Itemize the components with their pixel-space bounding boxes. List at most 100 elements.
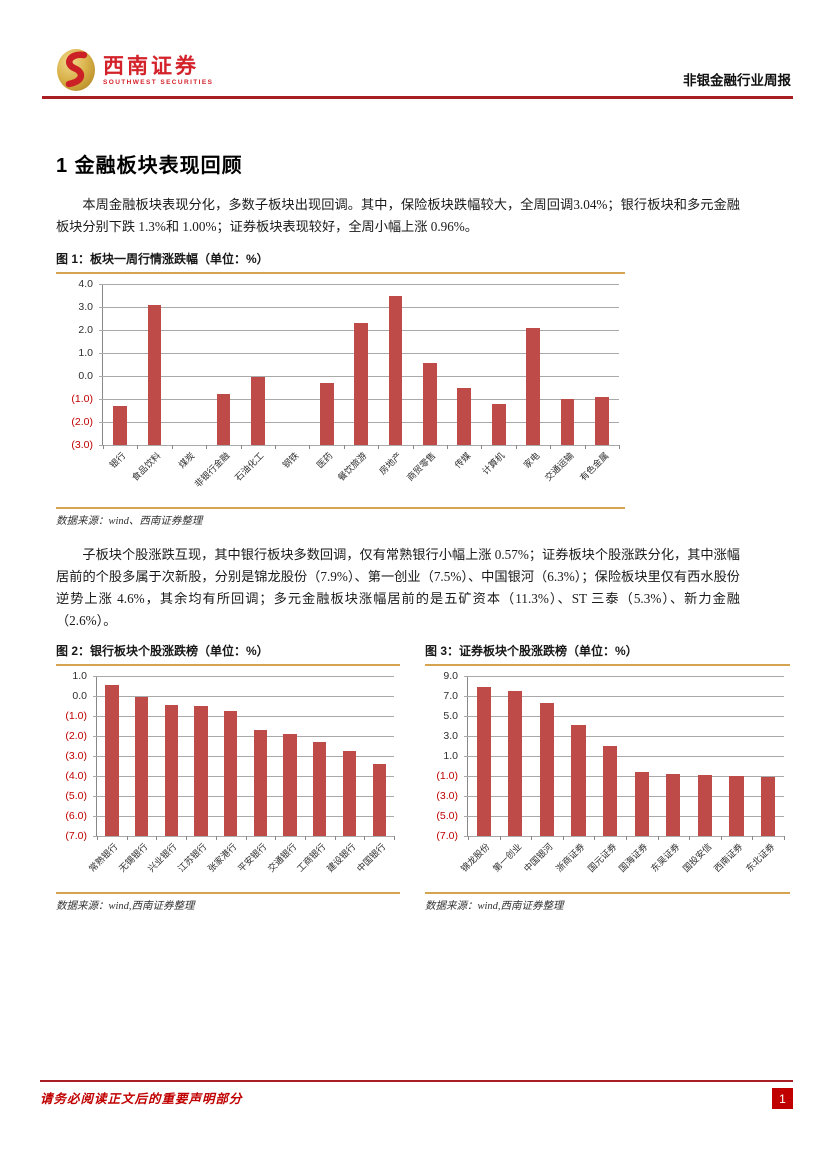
bar-张家港行 <box>223 711 238 836</box>
x-axis-labels: 常熟银行 无锡银行 兴业银行 江苏银行 张家港行 平安银行 交通银行 工商银行 建设银行 中国银行 <box>87 836 394 892</box>
bar-西南证券 <box>729 775 744 836</box>
x-category-label-text: 钢铁 <box>280 450 301 471</box>
y-tick-label: 1.0 <box>72 670 87 682</box>
x-category-label-text: 国海证券 <box>617 841 650 874</box>
bar-slot <box>563 676 595 836</box>
x-tick <box>784 836 785 840</box>
bar-浙商证券 <box>571 725 586 836</box>
bar-slot <box>335 676 365 836</box>
y-axis: 9.0 7.0 5.0 3.0 1.0 (1.0) (3.0) (5.0) (7.0) <box>425 670 460 842</box>
x-tick <box>304 836 306 840</box>
x-tick <box>126 836 128 840</box>
figure-2-top-rule <box>56 664 400 666</box>
x-category-label-text: 煤炭 <box>176 450 197 471</box>
x-tick <box>515 445 517 449</box>
chart-bank-stocks: 1.0 0.0 (1.0) (2.0) (3.0) (4.0) (5.0) (6.0) (7.0… <box>56 666 400 892</box>
y-tick-label: 1.0 <box>443 750 458 762</box>
bar-slot <box>127 676 157 836</box>
bar-slot <box>626 676 658 836</box>
bar-建设银行 <box>342 751 357 836</box>
bar-slot <box>413 284 447 445</box>
bar-锦龙股份 <box>476 687 491 836</box>
x-tick <box>394 836 395 840</box>
x-category-label-text: 传媒 <box>452 450 473 471</box>
y-tick-label: (2.0) <box>71 416 93 428</box>
chart-securities-stocks: 9.0 7.0 5.0 3.0 1.0 (1.0) (3.0) (5.0) (7.0) 锦龙股份… <box>425 666 790 892</box>
x-tick <box>206 445 208 449</box>
bar-slot <box>378 284 412 445</box>
x-tick <box>584 445 586 449</box>
bar-slot <box>344 284 378 445</box>
x-category-label-text: 中国银河 <box>522 841 555 874</box>
gridline <box>93 836 394 837</box>
x-axis-labels: 锦龙股份 第一创业 中国银河 浙商证券 国元证券 国海证券 东吴证券 国投安信 西南证券 东北证券 <box>459 836 784 892</box>
x-tick <box>103 445 104 449</box>
y-tick-label: (7.0) <box>436 830 458 842</box>
x-tick <box>215 836 217 840</box>
x-category-label-text: 江苏银行 <box>176 841 209 874</box>
bar-series <box>103 284 619 445</box>
bar-slot <box>309 284 343 445</box>
bar-有色金属 <box>595 396 609 445</box>
section-title: 1 金融板块表现回顾 <box>56 155 243 177</box>
bar-计算机 <box>491 403 506 445</box>
gridline <box>464 776 784 777</box>
bar-中国银行 <box>372 764 386 836</box>
bar-无锡银行 <box>134 697 149 836</box>
x-tick <box>378 445 380 449</box>
bar-石油化工 <box>250 377 265 445</box>
bar-slot <box>721 676 753 836</box>
x-tick <box>752 836 754 840</box>
bar-江苏银行 <box>194 706 208 836</box>
x-category-label-text: 计算机 <box>480 450 507 477</box>
x-category-label-text: 银行 <box>107 450 128 471</box>
gridline <box>93 796 394 797</box>
y-tick-label: (1.0) <box>71 393 93 405</box>
x-category-label-text: 平安银行 <box>235 841 269 874</box>
bar-东吴证券 <box>666 773 681 836</box>
bar-国投安信 <box>697 774 713 836</box>
gridline <box>93 816 394 817</box>
plot-area <box>464 676 785 840</box>
gridline <box>93 696 394 697</box>
figure-3-caption: 图 3：证券板块个股涨跌榜（单位：%） <box>425 644 638 658</box>
bar-slot <box>216 676 246 836</box>
y-tick-label: 5.0 <box>443 710 458 722</box>
y-tick-label: 0.0 <box>78 370 93 382</box>
x-category-label-text: 医药 <box>314 450 335 471</box>
y-tick-label: (1.0) <box>65 710 87 722</box>
bar-医药 <box>319 382 334 445</box>
x-tick <box>481 445 483 449</box>
x-category-label-text: 兴业银行 <box>146 841 179 874</box>
x-category-label-text: 浙商证券 <box>553 841 587 874</box>
y-tick-label: 9.0 <box>443 670 458 682</box>
x-tick <box>343 445 345 449</box>
x-category-label-text: 石油化工 <box>233 450 266 483</box>
plot-area <box>99 284 620 449</box>
figure-2-caption: 图 2：银行板块个股涨跌榜（单位：%） <box>56 644 269 658</box>
bar-slot <box>156 676 186 836</box>
bar-slot <box>364 676 394 836</box>
bar-兴业银行 <box>164 705 178 836</box>
figure-1-source: 数据来源：wind、西南证券整理 <box>56 516 203 527</box>
y-axis: 4.0 3.0 2.0 1.0 0.0 (1.0) (2.0) (3.0) <box>56 278 95 451</box>
x-tick <box>657 836 659 840</box>
y-tick-label: 2.0 <box>78 324 93 336</box>
bar-商贸零售 <box>422 363 437 445</box>
figure-1-top-rule <box>56 272 625 274</box>
bar-房地产 <box>388 295 403 445</box>
figure-3-top-rule <box>425 664 790 666</box>
x-category-label-text: 东吴证券 <box>648 841 682 874</box>
y-tick-label: (3.0) <box>65 750 87 762</box>
y-tick-label: (4.0) <box>65 770 87 782</box>
figure-2: 图 2：银行板块个股涨跌榜（单位：%） 1.0 0.0 (1.0) (2.0) (3.0… <box>56 642 400 913</box>
bar-slot <box>172 284 206 445</box>
bar-slot <box>468 676 500 836</box>
x-tick <box>334 836 336 840</box>
gridline <box>464 796 784 797</box>
company-logo: 西南证券 SOUTHWEST SECURITIES <box>56 48 213 92</box>
gridline <box>464 716 784 717</box>
y-tick-label: (7.0) <box>65 830 87 842</box>
header: 西南证券 SOUTHWEST SECURITIES 非银金融行业周报 <box>56 46 791 92</box>
x-tick <box>97 836 98 840</box>
